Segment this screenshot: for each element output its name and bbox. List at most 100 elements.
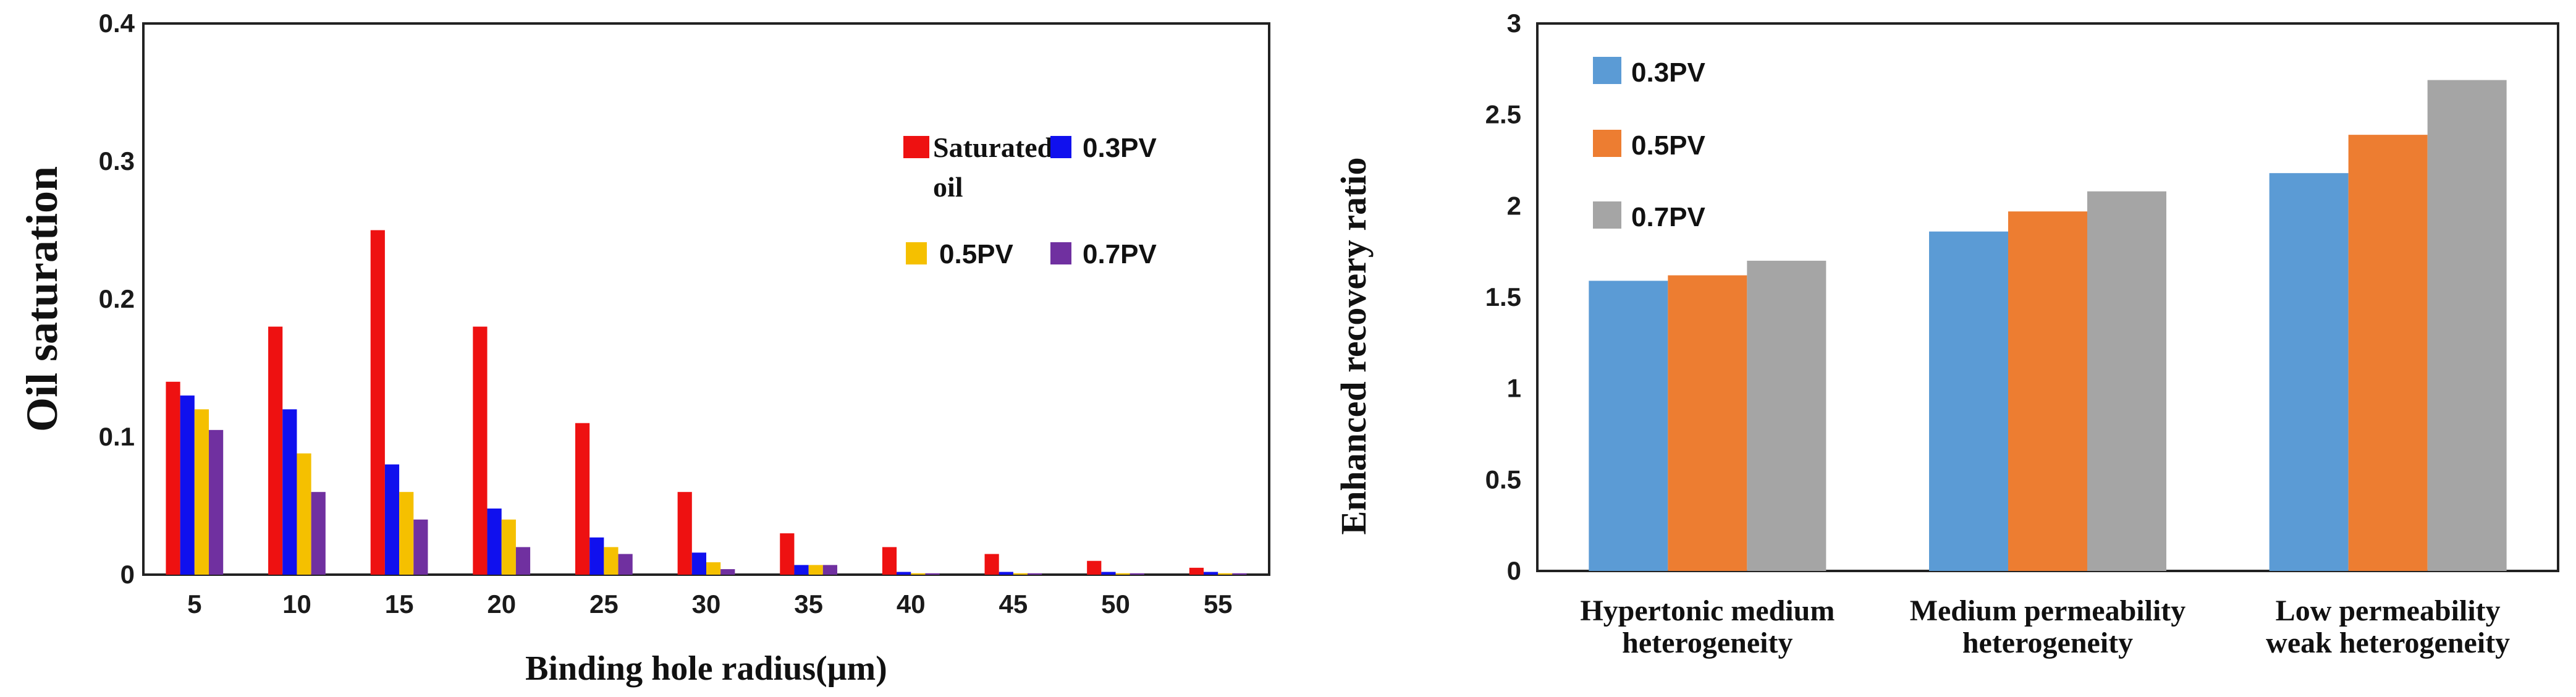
bar-0-3pv	[2269, 173, 2349, 571]
left-y-tick-label: 0.2	[99, 284, 135, 313]
right-y-tick-label: 1	[1507, 374, 1521, 403]
left-x-tick-label: 25	[589, 589, 619, 619]
bar-0-7pv	[2087, 191, 2166, 571]
left-y-tick-label: 0.1	[99, 422, 135, 451]
bar-0-5pv	[808, 565, 823, 575]
legend-swatch-0-5pv	[906, 242, 927, 264]
bar-saturated-oil	[882, 547, 897, 575]
right-y-axis-label: Enhanced recovery ratio	[1333, 157, 1374, 534]
bar-0-3pv	[1203, 572, 1218, 575]
bar-saturated-oil	[780, 533, 795, 575]
bar-0-3pv	[487, 508, 502, 575]
left-chart: 0 0.1 0.2 0.3 0.4 5 10 15 20 25 30 35 40 45 50 55 Oil …	[17, 9, 1270, 688]
bar-0-7pv	[1747, 260, 1826, 571]
right-legend: 0.3PV 0.5PV 0.7PV	[1593, 57, 1706, 232]
left-y-tick-label: 0	[120, 560, 135, 589]
bar-0-5pv	[604, 547, 619, 575]
legend-label-0-3pv: 0.3PV	[1083, 133, 1157, 163]
bar-saturated-oil	[677, 492, 692, 575]
bar-0-7pv	[515, 547, 531, 575]
left-x-tick-label: 20	[487, 589, 516, 619]
right-y-tick-label: 0.5	[1485, 465, 1521, 494]
bar-0-5pv	[1668, 275, 1747, 571]
bar-0-3pv	[1101, 572, 1116, 575]
bar-0-5pv	[501, 519, 516, 575]
right-y-tick-label: 0	[1507, 556, 1521, 585]
left-bars	[166, 230, 1247, 575]
bar-saturated-oil	[984, 554, 999, 575]
bar-0-5pv	[1218, 573, 1233, 575]
legend-label-0-7pv: 0.7PV	[1631, 202, 1706, 232]
bar-saturated-oil	[268, 326, 283, 575]
left-x-axis-label: Binding hole radius(μm)	[525, 649, 887, 688]
left-x-tick-label: 5	[187, 589, 201, 619]
right-category-label: weak heterogeneity	[2266, 627, 2510, 659]
legend-label-0-7pv: 0.7PV	[1083, 239, 1157, 269]
right-category-label: heterogeneity	[1962, 627, 2133, 659]
bar-saturated-oil	[166, 381, 180, 575]
bar-saturated-oil	[473, 326, 488, 575]
bar-0-3pv	[1589, 281, 1668, 571]
left-x-tick-label: 15	[385, 589, 414, 619]
bar-0-5pv	[706, 562, 721, 575]
legend-label-0-3pv: 0.3PV	[1631, 57, 1706, 88]
bar-0-7pv	[2427, 80, 2507, 571]
bar-0-5pv	[297, 453, 311, 575]
bar-0-5pv	[2348, 135, 2428, 572]
right-bars	[1589, 80, 2507, 572]
bar-0-7pv	[311, 492, 326, 575]
bar-0-3pv	[897, 572, 911, 575]
bar-saturated-oil	[370, 230, 385, 575]
bar-0-5pv	[194, 409, 209, 575]
bar-0-3pv	[794, 565, 809, 575]
bar-0-5pv	[2008, 211, 2087, 571]
left-x-tick-label: 35	[794, 589, 823, 619]
bar-0-5pv	[1115, 573, 1130, 575]
left-x-tick-label: 45	[999, 589, 1028, 619]
left-y-ticks: 0 0.1 0.2 0.3 0.4	[99, 9, 135, 589]
bar-0-7pv	[209, 429, 224, 575]
bar-saturated-oil	[575, 423, 590, 575]
legend-label-saturated-oil-line2: oil	[933, 171, 963, 203]
left-y-tick-label: 0.4	[99, 9, 135, 38]
bar-0-7pv	[1028, 573, 1042, 575]
legend-swatch-0-3pv	[1050, 136, 1071, 158]
bar-saturated-oil	[1087, 560, 1102, 575]
left-x-ticks: 5 10 15 20 25 30 35 40 45 50 55	[187, 589, 1232, 619]
legend-swatch-0-7pv	[1050, 242, 1071, 264]
bar-0-3pv	[282, 409, 297, 575]
left-x-tick-label: 55	[1204, 589, 1233, 619]
right-y-tick-label: 1.5	[1485, 282, 1521, 311]
legend-label-0-5pv: 0.5PV	[939, 239, 1014, 269]
bar-0-5pv	[911, 573, 926, 575]
legend-swatch-saturated-oil	[903, 136, 929, 158]
legend-swatch-0-3pv	[1593, 57, 1621, 84]
legend-label-0-5pv: 0.5PV	[1631, 130, 1706, 161]
left-x-tick-label: 50	[1101, 589, 1130, 619]
right-y-tick-label: 3	[1507, 9, 1521, 38]
legend-label-saturated-oil-line1: Saturated	[933, 132, 1054, 163]
right-category-label: Low permeability	[2276, 594, 2501, 627]
bar-0-7pv	[925, 573, 940, 575]
right-category-label: Medium permeability	[1910, 594, 2186, 627]
legend-swatch-0-5pv	[1593, 130, 1621, 157]
bar-0-7pv	[1130, 573, 1144, 575]
bar-0-7pv	[413, 519, 428, 575]
bar-0-3pv	[384, 464, 400, 575]
bar-0-3pv	[691, 552, 706, 575]
bar-0-3pv	[1929, 231, 2008, 571]
left-x-tick-label: 30	[692, 589, 721, 619]
left-x-tick-label: 40	[897, 589, 926, 619]
left-legend: Saturated oil 0.3PV 0.5PV 0.7PV	[903, 132, 1157, 269]
bar-0-5pv	[399, 492, 414, 575]
left-y-axis-label: Oil saturation	[17, 166, 67, 432]
left-y-tick-label: 0.3	[99, 146, 135, 175]
right-category-label: heterogeneity	[1622, 627, 1793, 659]
bar-0-7pv	[1232, 573, 1247, 575]
bar-0-3pv	[589, 537, 604, 575]
bar-0-7pv	[822, 565, 838, 575]
bar-0-3pv	[180, 395, 195, 575]
bar-saturated-oil	[1189, 567, 1204, 575]
bar-0-5pv	[1013, 573, 1028, 575]
